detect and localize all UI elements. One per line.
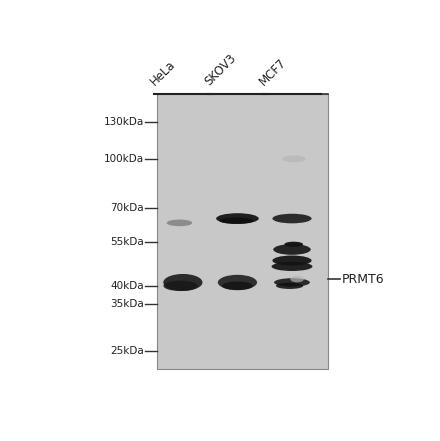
Ellipse shape <box>272 255 312 265</box>
Text: 130kDa: 130kDa <box>103 117 144 127</box>
Text: 55kDa: 55kDa <box>110 237 144 247</box>
Text: SKOV3: SKOV3 <box>203 52 239 89</box>
Text: HeLa: HeLa <box>148 58 178 89</box>
Ellipse shape <box>163 280 198 291</box>
Ellipse shape <box>271 262 312 271</box>
Ellipse shape <box>220 217 253 224</box>
Ellipse shape <box>284 242 303 247</box>
Ellipse shape <box>273 244 311 255</box>
Ellipse shape <box>290 276 304 282</box>
Text: 40kDa: 40kDa <box>110 281 144 291</box>
Ellipse shape <box>218 275 257 290</box>
Text: 25kDa: 25kDa <box>110 346 144 356</box>
Ellipse shape <box>216 213 259 224</box>
Text: 35kDa: 35kDa <box>110 299 144 309</box>
Ellipse shape <box>282 155 306 162</box>
Bar <box>158 93 328 369</box>
Text: 100kDa: 100kDa <box>103 154 144 164</box>
Ellipse shape <box>272 214 312 223</box>
Ellipse shape <box>163 274 202 291</box>
Ellipse shape <box>274 278 310 287</box>
Ellipse shape <box>222 281 253 290</box>
Text: PRMT6: PRMT6 <box>341 273 384 286</box>
Text: MCF7: MCF7 <box>257 56 290 89</box>
Text: 70kDa: 70kDa <box>110 203 144 213</box>
Ellipse shape <box>167 220 192 226</box>
Ellipse shape <box>276 283 303 289</box>
